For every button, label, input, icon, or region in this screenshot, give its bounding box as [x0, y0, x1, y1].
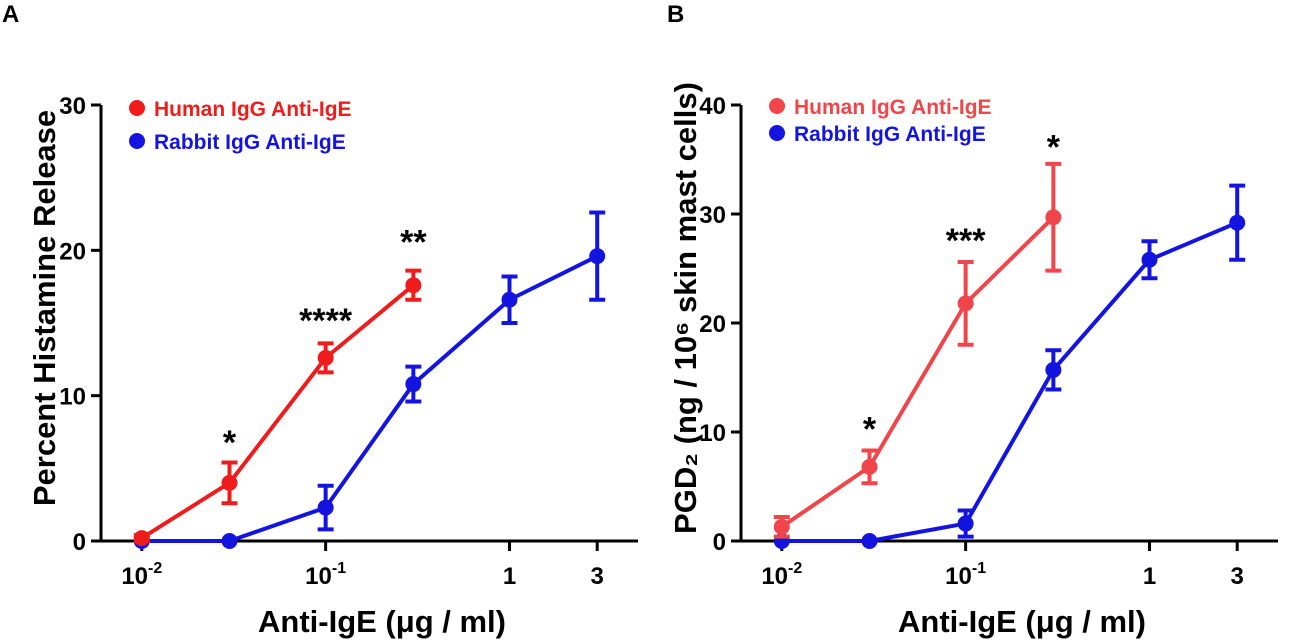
series-line: [781, 220, 1238, 543]
data-point: [405, 277, 422, 294]
data-point: [957, 295, 974, 312]
legend-label: Human IgG Anti-IgE: [794, 96, 992, 119]
y-axis-title-b-text: PGD₂ (ng / 10⁶ skin mast cells): [668, 82, 703, 534]
data-point: [1045, 209, 1062, 226]
data-point: [501, 291, 518, 308]
data-point: [861, 533, 878, 549]
significance-label: *: [1047, 128, 1061, 166]
x-tick-label: 3: [1231, 563, 1244, 590]
series-line: [141, 254, 599, 543]
series-line: [780, 215, 1055, 529]
y-tick-label: 30: [59, 93, 86, 120]
significance-label: ***: [946, 222, 986, 260]
plot-area-b: 0 10 20 30 40 10-2 10-1 1 3 Human IgG Anti-IgE Rab…: [699, 93, 1278, 590]
x-tick-label: 10-2: [121, 560, 162, 590]
y-tick-label: 20: [699, 311, 726, 338]
data-point: [221, 474, 238, 491]
panel-letter-b: B: [667, 1, 684, 28]
y-tick-label: 10: [699, 420, 726, 447]
data-point: [1229, 214, 1246, 231]
data-point: [1045, 361, 1062, 378]
data-point: [957, 515, 974, 532]
y-tick-label: 0: [73, 529, 86, 556]
data-point: [221, 533, 238, 549]
series-line: [140, 283, 415, 540]
legend-label: Rabbit IgG Anti-IgE: [154, 131, 346, 154]
significance-label: ****: [299, 302, 353, 340]
panel-letter-a: A: [2, 1, 19, 28]
data-point: [589, 248, 606, 265]
x-tick-label: 3: [591, 563, 604, 590]
x-tick-label: 10-2: [761, 560, 802, 590]
x-tick-label: 1: [503, 563, 516, 590]
panel-a: A Percent Histamine Release Anti-IgE (μg…: [2, 1, 638, 639]
data-point: [317, 349, 334, 366]
legend-label: Human IgG Anti-IgE: [154, 98, 352, 121]
data-point: [405, 376, 422, 393]
data-point: [1141, 251, 1158, 268]
legend-label: Rabbit IgG Anti-IgE: [794, 123, 986, 146]
x-axis-title-a: Anti-IgE (μg / ml): [258, 604, 506, 639]
y-tick-label: 40: [699, 93, 726, 120]
y-tick-label: 10: [59, 384, 86, 411]
panel-b: B PGD₂ (ng / 10⁶ skin mast cells) Anti-I…: [667, 1, 1278, 639]
x-tick-label: 10-1: [945, 560, 986, 590]
significance-label: *: [223, 424, 237, 462]
y-axis-title-a: Percent Histamine Release: [27, 110, 62, 506]
legend-marker: [769, 125, 785, 141]
data-point: [317, 499, 334, 516]
x-axis-title-b: Anti-IgE (μg / ml): [898, 604, 1146, 639]
y-tick-label: 30: [699, 202, 726, 229]
y-axis-title-b: PGD₂ (ng / 10⁶ skin mast cells): [668, 82, 703, 534]
significance-label: **: [400, 224, 427, 262]
y-tick-label: 20: [59, 238, 86, 265]
significance-label: *: [863, 411, 877, 449]
plot-area-a: 0 10 20 30 10-2 10-1 1 3 Human IgG Anti-IgE Rabbi…: [59, 93, 638, 590]
y-tick-label: 0: [713, 529, 726, 556]
x-tick-label: 1: [1143, 563, 1156, 590]
x-tick-label: 10-1: [305, 560, 346, 590]
legend-marker: [129, 100, 145, 116]
legend-marker: [769, 98, 785, 114]
data-point: [861, 458, 878, 475]
data-point: [133, 530, 150, 547]
legend-marker: [129, 133, 145, 149]
data-point: [773, 518, 790, 535]
